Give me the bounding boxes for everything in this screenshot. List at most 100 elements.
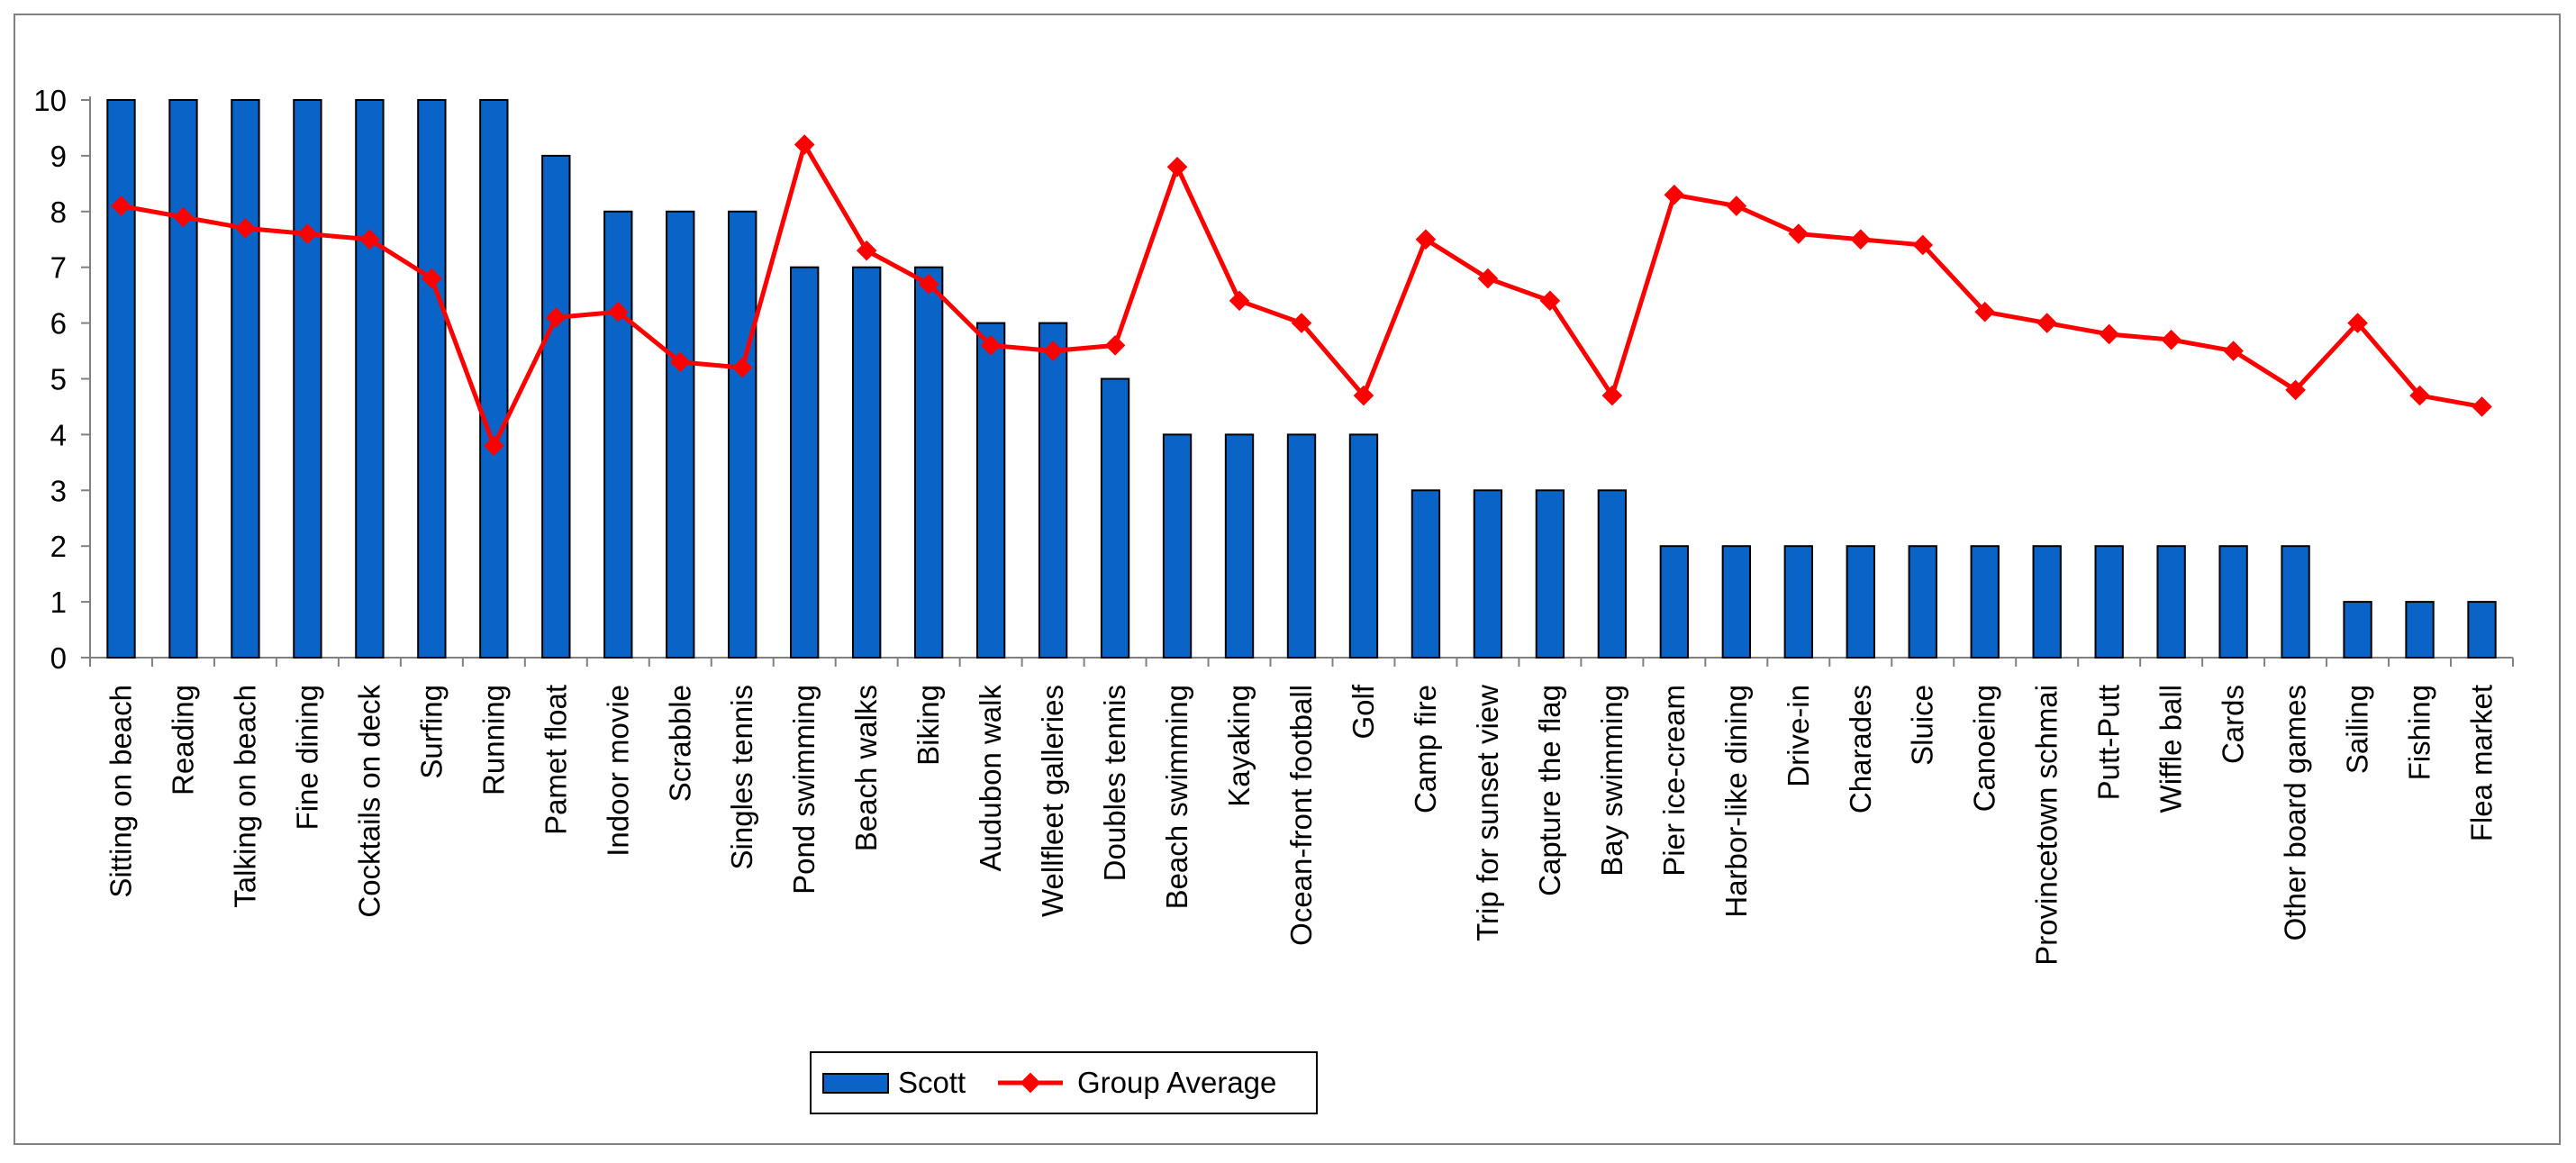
bar (790, 266, 820, 659)
group-average-point (1104, 335, 1126, 356)
x-tick-label: Singles tennis (725, 685, 758, 869)
y-tick-label: 9 (50, 140, 67, 173)
bar (2281, 545, 2310, 659)
bar (2156, 545, 2186, 659)
bar (1162, 433, 1193, 659)
bar (975, 322, 1006, 659)
group-average-point (1477, 268, 1499, 289)
x-tick-label: Bay swimming (1595, 685, 1628, 877)
x-tick-label: Camp fire (1409, 685, 1442, 813)
x-tick-label: Flea market (2465, 685, 2499, 841)
group-average-point (1042, 341, 1064, 361)
bar (1783, 545, 1813, 659)
x-tick-label: Capture the flag (1533, 685, 1566, 896)
group-average-point (1850, 229, 1872, 250)
y-tick-label: 4 (50, 418, 67, 451)
x-tick-label: Other board games (2279, 685, 2312, 940)
group-average-point (607, 301, 629, 323)
x-tick-label: Wiffle ball (2154, 685, 2188, 813)
bar (541, 154, 571, 659)
bar (1410, 489, 1441, 659)
bar (168, 99, 198, 659)
group-average-point (856, 240, 877, 261)
group-average-point (2472, 396, 2492, 417)
x-tick-label: Pier ice-cream (1657, 685, 1691, 877)
bar (2343, 601, 2372, 659)
x-tick-label: Canoeing (1968, 685, 2001, 812)
group-average-point (669, 351, 691, 373)
bar (2467, 601, 2497, 659)
bar (1038, 322, 1068, 659)
y-tick-label: 1 (50, 586, 67, 619)
bar (293, 99, 322, 659)
bar (479, 99, 509, 659)
x-tick-label: Sitting on beach (104, 685, 137, 898)
y-tick-label: 3 (50, 474, 67, 507)
group-average-point (1415, 229, 1437, 250)
group-average-point (2285, 379, 2306, 401)
bar (2218, 545, 2248, 659)
y-tick-label: 6 (50, 307, 67, 341)
bar (2094, 545, 2124, 659)
x-tick-label: Provincetown schmai (2030, 685, 2064, 966)
group-average-point (484, 435, 504, 457)
x-tick-label: Indoor movie (601, 685, 634, 857)
bar (728, 210, 757, 659)
x-tick-label: Doubles tennis (1098, 685, 1131, 881)
group-average-point (1974, 301, 1996, 323)
y-tick-label: 10 (33, 84, 67, 117)
group-average-point (1601, 385, 1623, 406)
group-average-point (2347, 313, 2368, 333)
bar (1846, 545, 1875, 659)
x-tick-label: Audubon walk (974, 685, 1007, 872)
x-tick-label: Sluice (1906, 685, 1939, 766)
legend-box (810, 1051, 1318, 1114)
bar (603, 210, 633, 659)
y-tick-label: 8 (50, 195, 67, 229)
x-tick-label: Beach walks (849, 685, 883, 851)
group-average-point (2161, 329, 2181, 350)
x-tick-label: Pond swimming (787, 685, 821, 895)
bar (852, 266, 882, 659)
x-tick-label: Putt-Putt (2092, 685, 2126, 800)
bar (666, 210, 695, 659)
labels-group: Sitting on beach Reading Talking on beach F… (104, 684, 2498, 966)
bar (1970, 545, 2000, 659)
bar (913, 266, 944, 659)
x-tick-label: Scrabble (663, 685, 696, 802)
x-tick-label: Ocean-front football (1284, 685, 1318, 946)
bar (1908, 545, 1937, 659)
bar (2032, 545, 2062, 659)
bar (1535, 489, 1565, 659)
group-average-point (2099, 323, 2119, 345)
group-average-point (731, 357, 753, 378)
legend: Scott Group Average (810, 1051, 1318, 1114)
x-tick-label: Wellfleet galleries (1036, 685, 1069, 917)
x-tick-label: Running (476, 685, 510, 795)
bar (417, 99, 447, 659)
group-average-point (2223, 341, 2244, 361)
group-average-point (1912, 234, 1934, 256)
x-tick-label: Biking (912, 685, 945, 766)
bar (1100, 377, 1130, 659)
x-tick-label: Fine dining (290, 685, 323, 830)
x-tick-label: Cocktails on deck (352, 685, 385, 918)
group-average-point (359, 229, 380, 250)
legend-label-group-average: Group Average (1077, 1066, 1276, 1099)
x-tick-label: Kayaking (1222, 685, 1256, 807)
x-tick-label: Pamet float (539, 685, 572, 835)
x-tick-label: Surfing (414, 685, 448, 779)
x-tick-label: Harbor-like dining (1719, 685, 1753, 918)
bar (1348, 433, 1379, 659)
group-average-point (545, 307, 567, 328)
bar (1473, 489, 1503, 659)
legend-line-marker (1020, 1072, 1041, 1094)
legend-label-scott: Scott (898, 1066, 966, 1099)
x-tick-label: Sailing (2341, 685, 2374, 774)
group-average-point (1229, 290, 1250, 312)
x-tick-label: Beach swimming (1160, 685, 1193, 909)
x-tick-label: Fishing (2403, 685, 2436, 780)
group-average-point (2409, 385, 2430, 406)
y-tick-label: 2 (50, 530, 67, 563)
